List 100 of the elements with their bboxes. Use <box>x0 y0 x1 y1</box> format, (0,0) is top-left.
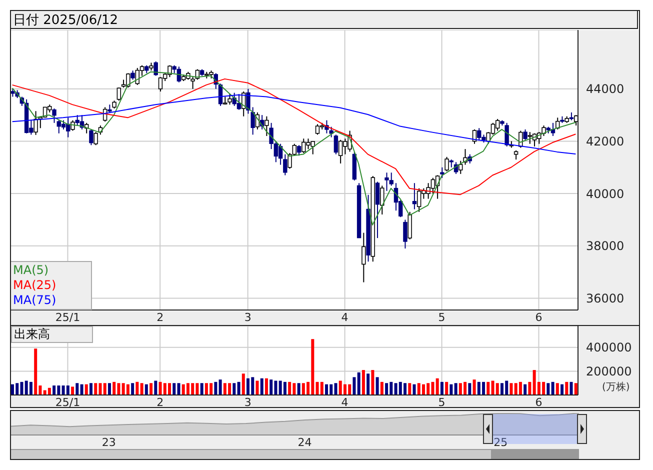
x-tick-label: 5 <box>438 310 446 324</box>
candlestick <box>334 134 338 155</box>
y-tick-label: 400000 <box>586 340 632 355</box>
bar <box>528 382 532 395</box>
candlestick <box>444 156 449 172</box>
bar <box>214 382 218 395</box>
x-tick-label: 5 <box>438 396 446 409</box>
candlestick <box>495 118 500 132</box>
bar <box>154 380 158 395</box>
bar <box>94 383 98 395</box>
bar <box>200 383 204 395</box>
bar <box>108 383 111 395</box>
bar <box>524 384 527 395</box>
candlestick <box>130 70 135 80</box>
bar <box>140 383 144 395</box>
bar <box>440 382 444 395</box>
bar <box>357 372 360 395</box>
bar <box>297 383 300 395</box>
bar <box>366 374 370 395</box>
bar <box>218 380 222 395</box>
candlestick <box>362 232 366 283</box>
bar <box>450 384 453 395</box>
bar <box>376 377 379 395</box>
bar <box>66 385 70 395</box>
y-tick-label: 200000 <box>586 364 632 378</box>
candlestick <box>246 88 250 114</box>
line-series <box>12 94 576 155</box>
bar <box>380 382 384 395</box>
bar <box>270 380 273 395</box>
bar <box>131 383 134 395</box>
candlestick <box>190 76 195 90</box>
x-tick-label: 6 <box>535 310 542 324</box>
bar <box>546 383 550 395</box>
candlestick <box>61 120 66 130</box>
bar <box>237 382 240 395</box>
bar <box>29 382 32 395</box>
x-tick-label: 25/1 <box>55 310 80 324</box>
y-tick-label: 44000 <box>586 82 624 96</box>
chart-title: 日付 2025/06/12 <box>10 10 638 29</box>
bar <box>80 384 84 395</box>
bar <box>242 374 245 395</box>
candlestick <box>408 211 412 240</box>
bar <box>468 383 472 395</box>
bar <box>150 383 153 395</box>
bar <box>518 382 522 395</box>
bar <box>136 382 139 395</box>
x-tick-label: 2 <box>156 396 164 409</box>
candlestick <box>412 182 417 210</box>
bar <box>232 383 236 395</box>
candlestick <box>315 124 320 136</box>
candlestick <box>403 219 408 250</box>
bar <box>454 383 458 395</box>
candlestick <box>116 87 122 102</box>
y-tick-label: 40000 <box>586 186 624 201</box>
candlestick <box>94 132 98 146</box>
bar <box>565 382 568 395</box>
bar <box>172 383 176 395</box>
bar <box>334 383 338 395</box>
candlestick <box>89 128 94 146</box>
bar <box>103 383 106 395</box>
bar <box>112 382 116 395</box>
bar <box>48 388 51 395</box>
bar <box>574 383 578 395</box>
panel-label-box: 出来高 <box>11 326 93 343</box>
bar <box>408 383 412 395</box>
x-tick-label: 25 <box>494 436 508 449</box>
bar <box>551 382 554 395</box>
bar <box>570 382 573 395</box>
candlestick <box>52 108 56 124</box>
candlestick <box>440 166 444 178</box>
candlestick <box>329 126 334 138</box>
bar <box>362 370 365 395</box>
legend-box: MA(5) MA(25) MA(75) <box>10 261 92 310</box>
x-tick-label: 3 <box>244 396 252 409</box>
candlestick <box>528 132 532 144</box>
bar <box>436 378 439 395</box>
line-series <box>12 78 576 196</box>
candlestick <box>375 181 380 239</box>
bar <box>34 348 38 395</box>
bar <box>288 382 292 395</box>
bar <box>52 385 56 395</box>
bar <box>352 377 356 395</box>
bar <box>144 384 148 395</box>
candlestick <box>264 116 269 136</box>
y-tick-label: 38000 <box>586 239 624 254</box>
candlestick <box>523 128 528 140</box>
x-tick-label: 4 <box>341 396 348 409</box>
bar <box>556 383 559 395</box>
bar <box>412 384 416 395</box>
bar <box>445 382 448 395</box>
bar <box>472 380 476 395</box>
x-tick-label: 6 <box>535 396 542 409</box>
bar <box>71 386 74 395</box>
y-axis-title: (万株) <box>602 380 630 394</box>
candlestick <box>380 185 384 215</box>
y-tick-label: 36000 <box>586 291 624 306</box>
x-tick-label: 23 <box>102 436 116 449</box>
x-tick-label: 24 <box>298 436 312 449</box>
x-tick-label: 3 <box>244 310 252 324</box>
candlestick <box>34 110 38 136</box>
